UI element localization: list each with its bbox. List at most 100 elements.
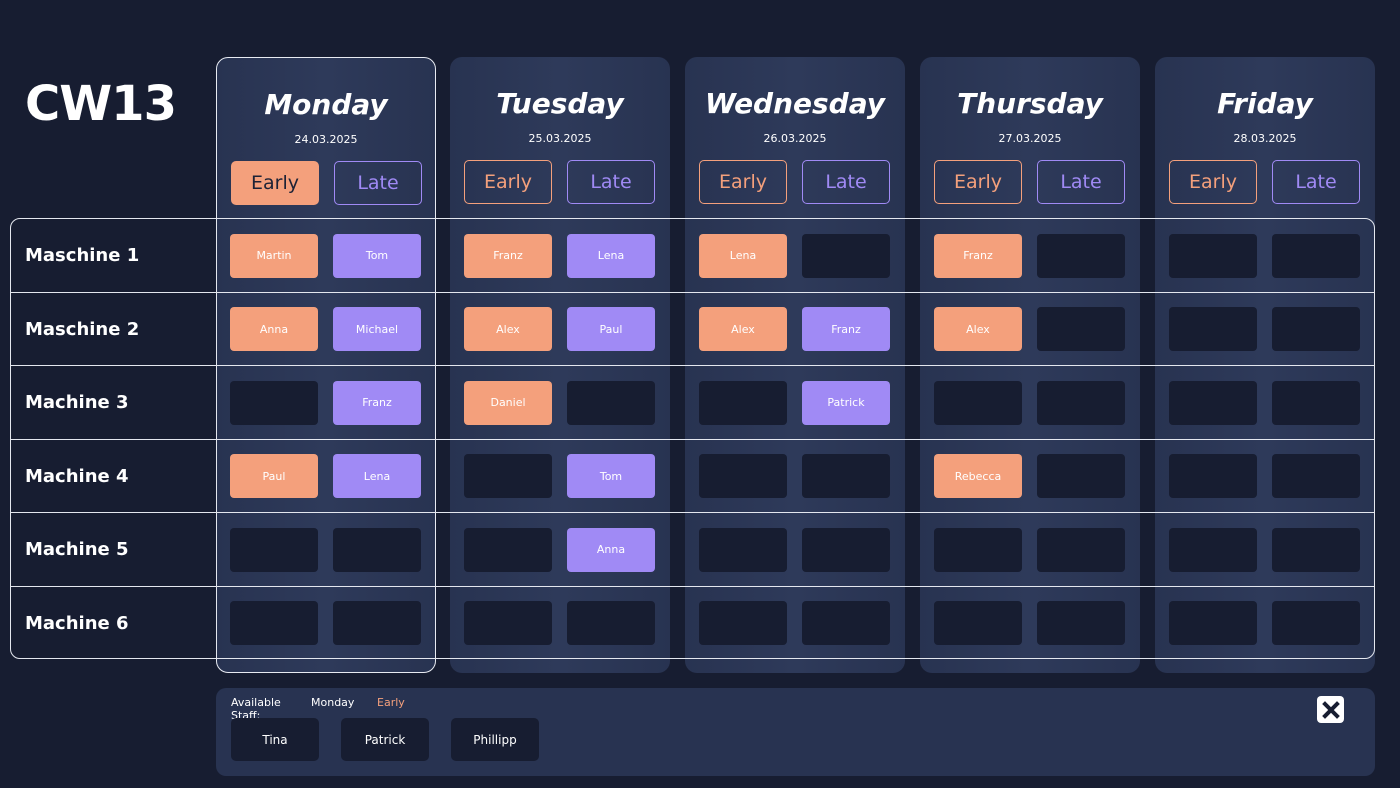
late-shift-slot[interactable] xyxy=(802,601,890,645)
late-shift-button[interactable]: Late xyxy=(567,160,655,204)
early-shift-button[interactable]: Early xyxy=(934,160,1022,204)
early-shift-slot[interactable]: Rebecca xyxy=(934,454,1022,498)
late-shift-slot[interactable] xyxy=(1272,233,1360,278)
late-shift-slot[interactable] xyxy=(1272,454,1360,498)
early-shift-slot[interactable] xyxy=(1169,233,1257,278)
early-shift-slot[interactable] xyxy=(230,380,318,425)
late-shift-slot[interactable] xyxy=(1272,307,1360,351)
late-shift-slot[interactable]: Patrick xyxy=(802,380,890,425)
late-shift-slot[interactable] xyxy=(1037,307,1125,351)
early-shift-slot[interactable] xyxy=(699,601,787,645)
machine-label: Machine 3 xyxy=(25,392,129,413)
early-shift-slot[interactable] xyxy=(934,601,1022,645)
late-shift-slot[interactable]: Franz xyxy=(333,380,421,425)
week-title: CW13 xyxy=(25,76,177,132)
staff-chip[interactable]: Patrick xyxy=(341,718,429,761)
early-shift-slot[interactable] xyxy=(934,380,1022,425)
early-shift-slot[interactable]: Anna xyxy=(230,307,318,351)
machine-label: Maschine 1 xyxy=(25,245,140,266)
late-shift-slot[interactable] xyxy=(1037,233,1125,278)
late-shift-slot[interactable] xyxy=(1037,380,1125,425)
early-shift-button[interactable]: Early xyxy=(1169,160,1257,204)
late-shift-slot[interactable] xyxy=(802,233,890,278)
early-shift-slot[interactable]: Lena xyxy=(699,233,787,278)
late-shift-slot[interactable] xyxy=(567,601,655,645)
early-shift-slot[interactable] xyxy=(1169,601,1257,645)
early-shift-slot[interactable] xyxy=(1169,527,1257,572)
late-shift-button[interactable]: Late xyxy=(1272,160,1360,204)
late-shift-slot[interactable]: Anna xyxy=(567,527,655,572)
early-shift-slot[interactable] xyxy=(464,601,552,645)
early-shift-slot[interactable] xyxy=(464,454,552,498)
early-shift-slot[interactable] xyxy=(230,527,318,572)
late-shift-slot[interactable] xyxy=(333,601,421,645)
row-divider xyxy=(10,585,1375,587)
staff-chip[interactable]: Tina xyxy=(231,718,319,761)
late-shift-slot[interactable] xyxy=(567,380,655,425)
day-name: Tuesday xyxy=(496,87,624,120)
day-date: 26.03.2025 xyxy=(763,132,827,145)
late-shift-slot[interactable] xyxy=(333,527,421,572)
early-shift-slot[interactable]: Martin xyxy=(230,233,318,278)
machine-label: Maschine 2 xyxy=(25,318,140,340)
machine-label: Machine 5 xyxy=(25,539,129,560)
late-shift-slot[interactable] xyxy=(1037,527,1125,572)
late-shift-slot[interactable]: Michael xyxy=(333,307,421,351)
early-shift-slot[interactable] xyxy=(1169,380,1257,425)
late-shift-slot[interactable] xyxy=(802,454,890,498)
early-shift-slot[interactable]: Alex xyxy=(699,307,787,351)
early-shift-button[interactable]: Early xyxy=(699,160,787,204)
late-shift-button[interactable]: Late xyxy=(1037,160,1125,204)
early-shift-button[interactable]: Early xyxy=(464,160,552,204)
late-shift-slot[interactable]: Lena xyxy=(567,233,655,278)
late-shift-button[interactable]: Late xyxy=(802,160,890,204)
late-shift-slot[interactable]: Tom xyxy=(333,233,421,278)
early-shift-slot[interactable] xyxy=(934,527,1022,572)
machine-label: Machine 4 xyxy=(25,465,129,487)
early-shift-slot[interactable]: Alex xyxy=(934,307,1022,351)
row-divider xyxy=(10,512,1375,513)
early-shift-slot[interactable]: Paul xyxy=(230,454,318,498)
day-date: 27.03.2025 xyxy=(998,132,1062,145)
late-shift-slot[interactable] xyxy=(802,527,890,572)
early-shift-slot[interactable] xyxy=(1169,454,1257,498)
close-x-icon xyxy=(1321,700,1340,719)
late-shift-slot[interactable]: Paul xyxy=(567,307,655,351)
available-staff-panel: Available Staff: Monday Early Tina Patric… xyxy=(216,688,1375,776)
early-shift-slot[interactable]: Alex xyxy=(464,307,552,351)
row-divider xyxy=(10,291,1375,293)
day-name: Thursday xyxy=(957,87,1103,120)
early-shift-slot[interactable]: Daniel xyxy=(464,380,552,425)
late-shift-slot[interactable] xyxy=(1037,454,1125,498)
staff-panel-shift: Early xyxy=(377,696,405,709)
day-name: Friday xyxy=(1217,87,1313,120)
late-shift-slot[interactable] xyxy=(1272,380,1360,425)
machine-label: Machine 6 xyxy=(25,612,129,634)
day-date: 24.03.2025 xyxy=(294,133,358,146)
day-date: 28.03.2025 xyxy=(1233,132,1297,145)
late-shift-slot[interactable] xyxy=(1272,601,1360,645)
early-shift-slot[interactable] xyxy=(699,454,787,498)
day-name: Monday xyxy=(264,88,388,121)
late-shift-slot[interactable]: Tom xyxy=(567,454,655,498)
row-divider xyxy=(10,365,1375,366)
early-shift-slot[interactable] xyxy=(230,601,318,645)
staff-panel-day: Monday xyxy=(311,696,355,709)
early-shift-slot[interactable] xyxy=(464,527,552,572)
staff-chip[interactable]: Phillipp xyxy=(451,718,539,761)
late-shift-slot[interactable]: Lena xyxy=(333,454,421,498)
late-shift-slot[interactable] xyxy=(1037,601,1125,645)
early-shift-slot[interactable] xyxy=(699,527,787,572)
early-shift-slot[interactable]: Franz xyxy=(934,233,1022,278)
late-shift-slot[interactable] xyxy=(1272,527,1360,572)
early-shift-slot[interactable] xyxy=(1169,307,1257,351)
day-date: 25.03.2025 xyxy=(528,132,592,145)
early-shift-slot[interactable]: Franz xyxy=(464,233,552,278)
early-shift-button[interactable]: Early xyxy=(231,161,319,205)
close-button[interactable] xyxy=(1317,696,1344,723)
late-shift-slot[interactable]: Franz xyxy=(802,307,890,351)
day-name: Wednesday xyxy=(704,87,886,120)
late-shift-button[interactable]: Late xyxy=(334,161,422,205)
early-shift-slot[interactable] xyxy=(699,380,787,425)
row-divider xyxy=(10,438,1375,440)
